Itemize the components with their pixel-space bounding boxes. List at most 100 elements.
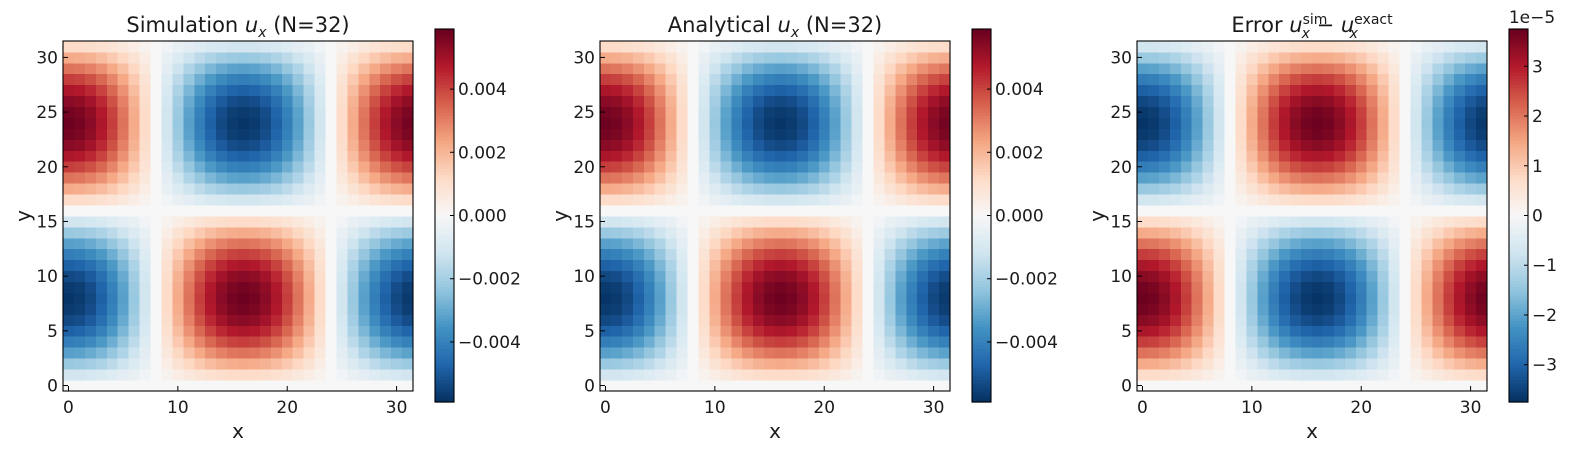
colorbar-segment [1509,66,1528,71]
heatmap-cell [928,314,940,326]
heatmap-cell [73,73,86,86]
colorbar-segment [435,38,454,43]
heatmap-cell [687,172,699,184]
title-text: Simulation [126,13,245,37]
heatmap-cell [1399,150,1411,162]
heatmap-cell [303,183,315,195]
heatmap-cell [884,259,896,272]
heatmap-cell [1465,259,1477,272]
heatmap-cell [1290,84,1302,97]
y-tick-label: 5 [47,322,58,342]
heatmap-cell [325,303,337,315]
heatmap-cell [731,303,743,315]
heatmap-cell [884,139,896,151]
heatmap-cell [73,347,86,359]
heatmap-cell [1202,336,1214,348]
colorbar-tick-label: 0.000 [458,207,507,227]
colorbar-segment [1509,305,1528,310]
heatmap-cell [687,205,699,217]
heatmap-cell [654,95,667,108]
heatmap-cell [161,380,173,392]
heatmap-cell [939,205,951,217]
heatmap-cell [1290,172,1302,184]
heatmap-cell [785,62,798,75]
heatmap-cell [1454,369,1466,381]
heatmap-cell [1268,369,1280,381]
heatmap-cell [347,226,359,239]
heatmap-cell [128,117,140,129]
heatmap-cell [818,194,831,206]
heatmap-cell [1224,270,1236,283]
heatmap-cell [402,248,414,261]
heatmap-cell [95,237,108,250]
colorbar-segment [1509,383,1528,388]
heatmap-cell [1257,325,1269,337]
heatmap-cell [150,216,162,228]
heatmap-cell [1377,259,1389,272]
heatmap-cell [1476,95,1488,108]
heatmap-cell [1180,128,1193,140]
heatmap-cell [1322,73,1335,86]
heatmap-cell [205,150,217,162]
heatmap-cell [665,106,677,118]
heatmap-cell [1169,303,1182,315]
heatmap-cell [1246,117,1258,129]
heatmap-cell [325,270,337,283]
heatmap-cell [753,347,765,359]
heatmap-cell [161,117,173,129]
heatmap-cell [205,303,217,315]
heatmap-cell [851,161,863,173]
heatmap-cell [1202,128,1214,140]
heatmap-cell [128,150,140,162]
heatmap-cell [1476,62,1488,75]
heatmap-cell [1290,325,1302,337]
colorbar-segment [972,106,991,111]
heatmap-cell [720,41,732,53]
heatmap-cell [775,183,787,195]
heatmap-cell [95,358,108,370]
heatmap-cell [1279,216,1291,228]
heatmap-cell [1377,106,1389,118]
heatmap-cell [1290,161,1302,173]
heatmap-cell [139,73,151,86]
heatmap-cell [1388,106,1400,118]
colorbar-segment [972,56,991,61]
heatmap-cell [1322,347,1335,359]
heatmap-cell [172,161,184,173]
heatmap-cell [183,194,195,206]
heatmap-cell [807,183,820,195]
heatmap-cell [1202,194,1214,206]
heatmap-cell [1421,237,1433,250]
heatmap-cell [829,150,842,162]
heatmap-cell [270,183,283,195]
heatmap-cell [1257,270,1269,283]
heatmap-cell [1169,216,1182,228]
heatmap-cell [172,84,184,97]
heatmap-cell [270,161,283,173]
heatmap-cell [829,95,842,108]
heatmap-cell [928,73,940,86]
heatmap-cell [1147,150,1160,162]
heatmap-cell [1147,325,1160,337]
heatmap-cell [139,259,151,272]
heatmap-cell [1202,73,1214,86]
heatmap-cell [292,216,305,228]
heatmap-cell [292,51,305,64]
heatmap-cell [862,216,874,228]
heatmap-cell [347,259,359,272]
heatmap-cell [183,62,195,75]
heatmap-cell [95,117,108,129]
title-variable: u [1341,13,1354,37]
colorbar-segment [435,296,454,301]
heatmap-cell [895,84,907,97]
heatmap-cell [1476,314,1488,326]
heatmap-cell [1377,303,1389,315]
colorbar-segment [1509,314,1528,319]
heatmap-cell [1366,161,1379,173]
heatmap-cell [347,281,359,293]
heatmap-cell [172,139,184,151]
heatmap-cell [873,347,885,359]
heatmap-cell [1213,281,1225,293]
colorbar-segment [435,352,454,356]
